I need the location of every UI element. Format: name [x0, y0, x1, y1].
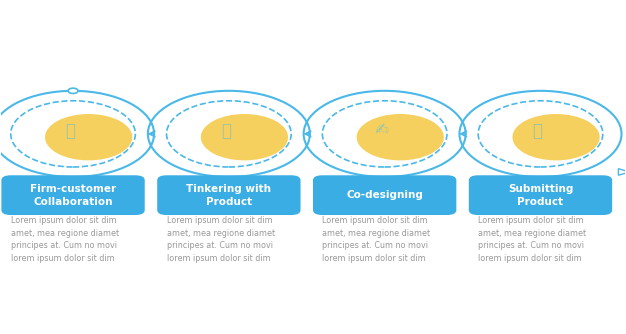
Text: Firm-customer
Collaboration: Firm-customer Collaboration: [30, 184, 116, 207]
Text: 💻: 💻: [221, 122, 231, 140]
Text: Lorem ipsum dolor sit dim
amet, mea regione diamet
principes at. Cum no movi
lor: Lorem ipsum dolor sit dim amet, mea regi…: [11, 216, 119, 263]
FancyBboxPatch shape: [1, 175, 145, 215]
FancyBboxPatch shape: [157, 175, 300, 215]
Text: 👥: 👥: [65, 122, 75, 140]
Circle shape: [201, 114, 288, 160]
Text: 💰: 💰: [532, 122, 542, 140]
Circle shape: [68, 88, 78, 94]
Circle shape: [357, 114, 444, 160]
Text: Tinkering with
Product: Tinkering with Product: [187, 184, 271, 207]
FancyBboxPatch shape: [469, 175, 612, 215]
Text: Lorem ipsum dolor sit dim
amet, mea regione diamet
principes at. Cum no movi
lor: Lorem ipsum dolor sit dim amet, mea regi…: [322, 216, 431, 263]
Text: Submitting
Product: Submitting Product: [508, 184, 573, 207]
Circle shape: [513, 114, 600, 160]
Text: ✍: ✍: [374, 122, 389, 140]
Polygon shape: [618, 169, 626, 175]
Text: Lorem ipsum dolor sit dim
amet, mea regione diamet
principes at. Cum no movi
lor: Lorem ipsum dolor sit dim amet, mea regi…: [478, 216, 587, 263]
Text: Co-designing: Co-designing: [346, 190, 423, 200]
Text: Lorem ipsum dolor sit dim
amet, mea regione diamet
principes at. Cum no movi
lor: Lorem ipsum dolor sit dim amet, mea regi…: [167, 216, 275, 263]
Circle shape: [45, 114, 132, 160]
FancyBboxPatch shape: [313, 175, 456, 215]
